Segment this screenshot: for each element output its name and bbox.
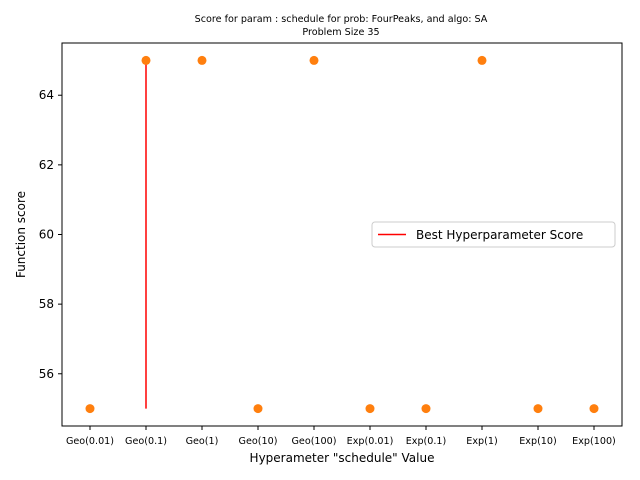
plot-area	[85, 55, 599, 414]
y-tick-label: 64	[39, 88, 54, 102]
y-axis: 56 58 60 62 64	[39, 88, 62, 381]
data-point	[309, 55, 319, 65]
y-tick-label: 56	[39, 367, 54, 381]
x-axis: Geo(0.01) Geo(0.1) Geo(1) Geo(10) Geo(100) Ex…	[66, 426, 616, 447]
x-tick-label: Geo(0.01)	[66, 436, 114, 447]
data-point	[253, 404, 263, 414]
legend: Best Hyperparameter Score	[371, 221, 616, 248]
x-tick-label: Exp(0.01)	[347, 436, 394, 447]
data-point	[141, 55, 151, 65]
x-tick-label: Exp(0.1)	[406, 436, 447, 447]
x-tick-label: Exp(1)	[466, 436, 497, 447]
y-tick-label: 58	[39, 297, 54, 311]
x-tick-label: Geo(0.1)	[125, 436, 167, 447]
data-point	[85, 404, 95, 414]
data-point	[197, 55, 207, 65]
chart-subtitle: Problem Size 35	[302, 27, 379, 38]
data-point	[533, 404, 543, 414]
x-tick-label: Exp(10)	[519, 436, 557, 447]
data-point	[589, 404, 599, 414]
x-tick-label: Geo(1)	[186, 436, 219, 447]
legend-label-best-line: Best Hyperparameter Score	[416, 228, 583, 242]
y-tick-label: 60	[39, 228, 54, 242]
data-point	[365, 404, 375, 414]
y-tick-label: 62	[39, 158, 54, 172]
legend-box	[371, 221, 616, 248]
x-axis-label: Hyperameter "schedule" Value	[250, 451, 435, 465]
chart-title: Score for param : schedule for prob: Fou…	[195, 14, 488, 25]
x-tick-label: Exp(100)	[572, 436, 616, 447]
y-axis-label: Function score	[14, 191, 28, 278]
data-point	[477, 55, 487, 65]
data-point	[421, 404, 431, 414]
x-tick-label: Geo(100)	[291, 436, 336, 447]
x-tick-label: Geo(10)	[239, 436, 278, 447]
